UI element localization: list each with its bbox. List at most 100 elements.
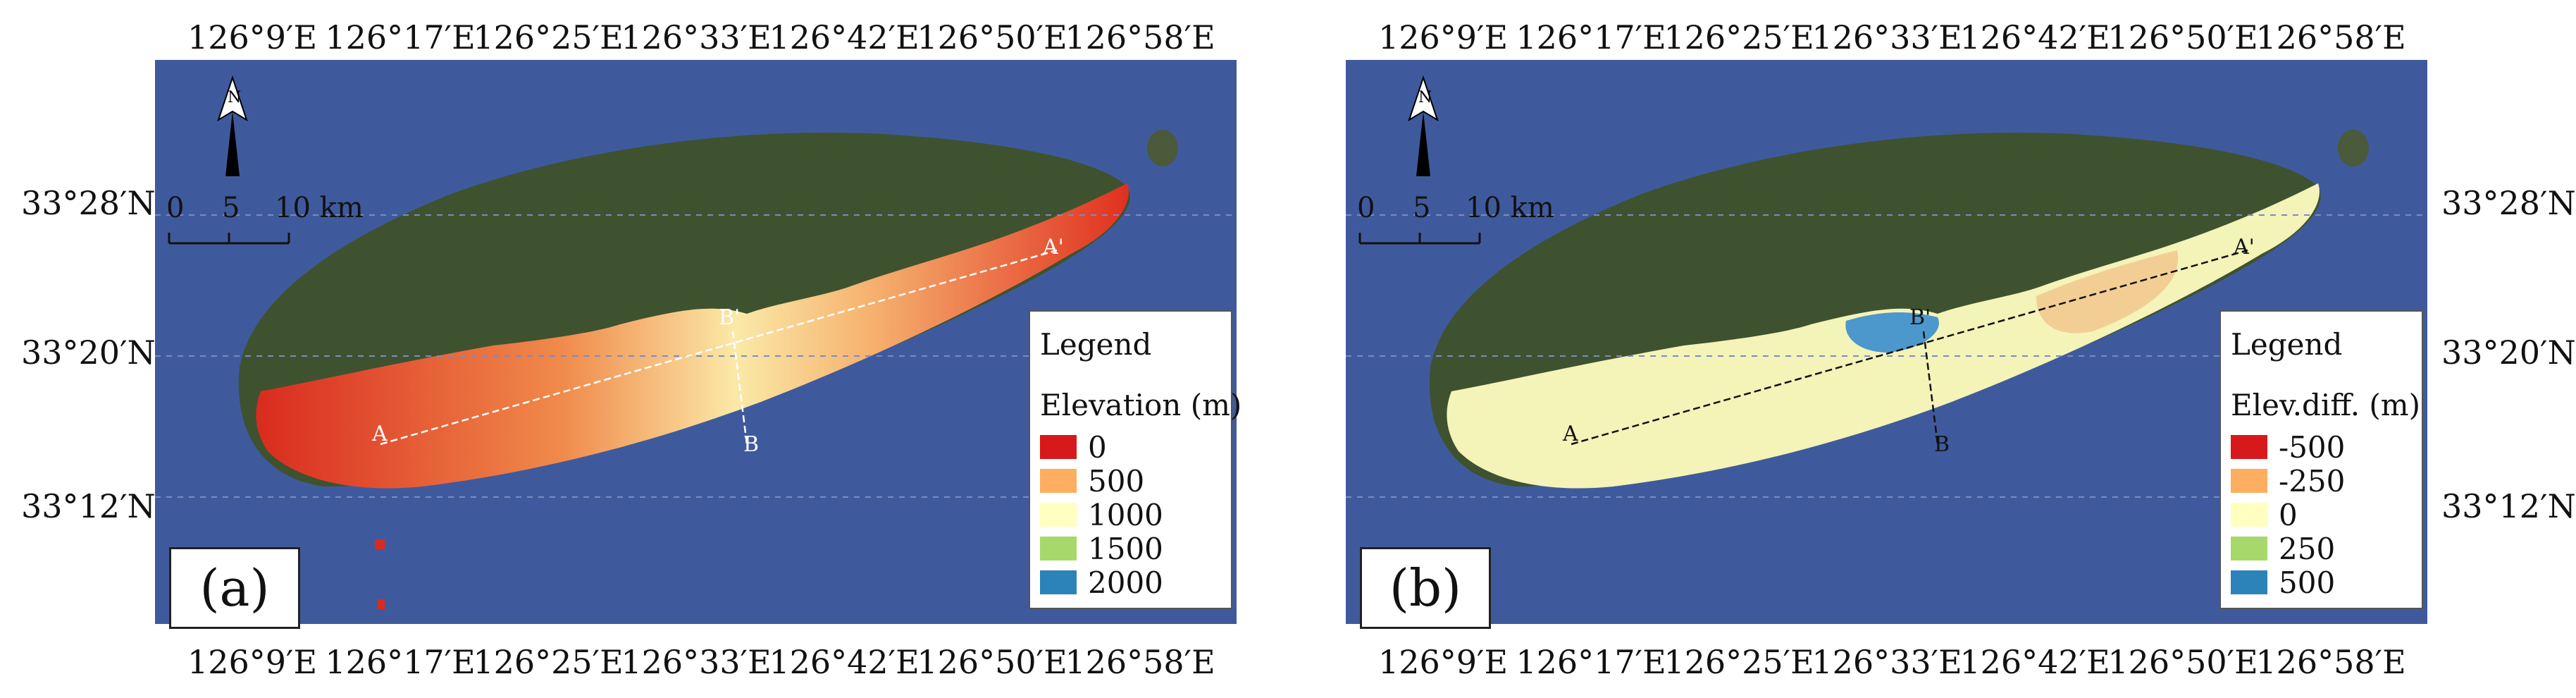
diff-positive-patch xyxy=(1845,312,1939,353)
point-b-label: B xyxy=(743,432,759,457)
scale-label-10: 10 km xyxy=(1466,192,1554,224)
scale-label-5: 5 xyxy=(1413,192,1431,224)
point-b-label: B xyxy=(1934,432,1950,457)
legend-b: Legend Elev.diff. (m) -500 -250 0 250 50… xyxy=(2219,310,2423,609)
legend-item: 500 xyxy=(2231,565,2336,600)
legend-item: 0 xyxy=(1040,429,1107,465)
legend-item: 500 xyxy=(1040,463,1145,498)
lon-tick-top: 126°58′E xyxy=(1065,18,1215,56)
lon-tick-top: 126°42′E xyxy=(769,18,919,56)
legend-item-label: 1000 xyxy=(1088,497,1163,532)
legend-item-label: 1500 xyxy=(1088,531,1163,566)
lon-tick-top: 126°33′E xyxy=(621,18,772,56)
lon-tick-bottom: 126°42′E xyxy=(1959,643,2110,681)
legend-item-label: -500 xyxy=(2279,429,2346,465)
lon-tick-top: 126°9′E xyxy=(1377,18,1509,56)
legend-item-label: 0 xyxy=(1088,429,1107,465)
profile-line-bb xyxy=(1922,331,1939,445)
lon-tick-top: 126°17′E xyxy=(1516,18,1666,56)
point-a-label: A xyxy=(371,422,388,446)
legend-swatch xyxy=(2231,570,2267,594)
legend-item: -250 xyxy=(2231,463,2346,498)
legend-item: 250 xyxy=(2231,531,2336,566)
legend-subtitle: Elevation (m) xyxy=(1040,388,1242,422)
lon-tick-top: 126°33′E xyxy=(1812,18,1962,56)
lon-tick-bottom: 126°9′E xyxy=(187,643,318,681)
legend-item: 1000 xyxy=(1040,497,1163,532)
legend-swatch xyxy=(2231,435,2267,459)
scale-label-5: 5 xyxy=(222,192,240,224)
lat-tick-right: 33°28′N xyxy=(2441,184,2576,222)
legend-item-label: 500 xyxy=(1088,463,1145,498)
point-a-prime-label: A' xyxy=(2233,235,2255,259)
legend-swatch xyxy=(1040,537,1077,561)
legend-item-label: -250 xyxy=(2279,463,2346,498)
legend-title: Legend xyxy=(1040,327,1152,362)
legend-item: 2000 xyxy=(1040,565,1163,600)
legend-swatch xyxy=(1040,503,1077,527)
point-a-label: A xyxy=(1562,422,1578,446)
scale-label-10: 10 km xyxy=(275,192,364,224)
legend-item-label: 500 xyxy=(2279,565,2336,600)
profile-line-aa xyxy=(1571,249,2248,446)
lon-tick-bottom: 126°33′E xyxy=(1812,643,1962,681)
lon-tick-top: 126°25′E xyxy=(473,18,624,56)
lon-tick-bottom: 126°58′E xyxy=(2255,643,2406,681)
north-arrow-stem xyxy=(1416,111,1430,176)
north-label: N xyxy=(1418,89,1432,106)
profile-line-bb xyxy=(731,331,748,445)
panel-label-a: (a) xyxy=(169,547,300,629)
lon-tick-top: 126°50′E xyxy=(917,18,1067,56)
satellite-islet xyxy=(1147,130,1178,166)
legend-item-label: 0 xyxy=(2279,497,2298,532)
southern-islet xyxy=(375,539,385,549)
point-b-prime-label: B' xyxy=(1909,305,1931,330)
lon-tick-bottom: 126°33′E xyxy=(621,643,772,681)
lon-tick-bottom: 126°50′E xyxy=(917,643,1067,681)
legend-item: 0 xyxy=(2231,497,2298,532)
panel-label-b: (b) xyxy=(1360,547,1491,629)
lon-tick-bottom: 126°58′E xyxy=(1065,643,1215,681)
legend-swatch xyxy=(1040,469,1077,493)
legend-swatch xyxy=(1040,435,1077,459)
lat-tick-left: 33°12′N xyxy=(21,487,156,525)
lat-tick-left: 33°28′N xyxy=(21,184,156,222)
lon-tick-top: 126°42′E xyxy=(1959,18,2110,56)
lon-tick-bottom: 126°9′E xyxy=(1377,643,1509,681)
scale-label-0: 0 xyxy=(1357,192,1375,224)
lon-tick-top: 126°50′E xyxy=(2107,18,2258,56)
legend-swatch xyxy=(2231,503,2267,527)
lon-tick-top: 126°9′E xyxy=(187,18,318,56)
lat-tick-left: 33°20′N xyxy=(21,333,156,372)
lat-tick-right: 33°12′N xyxy=(2441,487,2576,525)
legend-title: Legend xyxy=(2231,327,2343,362)
legend-item-label: 250 xyxy=(2279,531,2336,566)
lon-tick-bottom: 126°25′E xyxy=(473,643,624,681)
lon-tick-top: 126°25′E xyxy=(1664,18,1814,56)
legend-swatch xyxy=(2231,469,2267,493)
diff-negative-patch xyxy=(2036,250,2179,333)
lon-tick-bottom: 126°25′E xyxy=(1664,643,1814,681)
legend-a: Legend Elevation (m) 0 500 1000 1500 200… xyxy=(1029,310,1241,609)
southern-islet-2 xyxy=(378,599,385,609)
lon-tick-bottom: 126°17′E xyxy=(325,643,476,681)
north-arrow-stem xyxy=(225,111,240,176)
legend-subtitle: Elev.diff. (m) xyxy=(2231,388,2421,422)
point-a-prime-label: A' xyxy=(1042,235,1064,259)
legend-item-label: 2000 xyxy=(1088,565,1163,600)
lon-tick-bottom: 126°17′E xyxy=(1516,643,1666,681)
north-label: N xyxy=(228,89,241,106)
legend-item: -500 xyxy=(2231,429,2346,465)
panel-a: A A' B B' N 0 5 10 km 126°9′E 126°17′E 1… xyxy=(0,0,1268,698)
legend-swatch xyxy=(2231,537,2267,561)
legend-item: 1500 xyxy=(1040,531,1163,566)
elevation-overlay xyxy=(256,183,1129,489)
panel-b: A A' B B' N 0 5 10 km 126°9′E 126°17′E 1… xyxy=(1191,0,2576,698)
legend-swatch xyxy=(1040,570,1077,594)
scale-label-0: 0 xyxy=(166,192,185,224)
lon-tick-bottom: 126°42′E xyxy=(769,643,919,681)
lon-tick-bottom: 126°50′E xyxy=(2107,643,2258,681)
satellite-islet xyxy=(2338,130,2369,166)
lon-tick-top: 126°58′E xyxy=(2255,18,2406,56)
profile-line-aa xyxy=(380,249,1058,446)
